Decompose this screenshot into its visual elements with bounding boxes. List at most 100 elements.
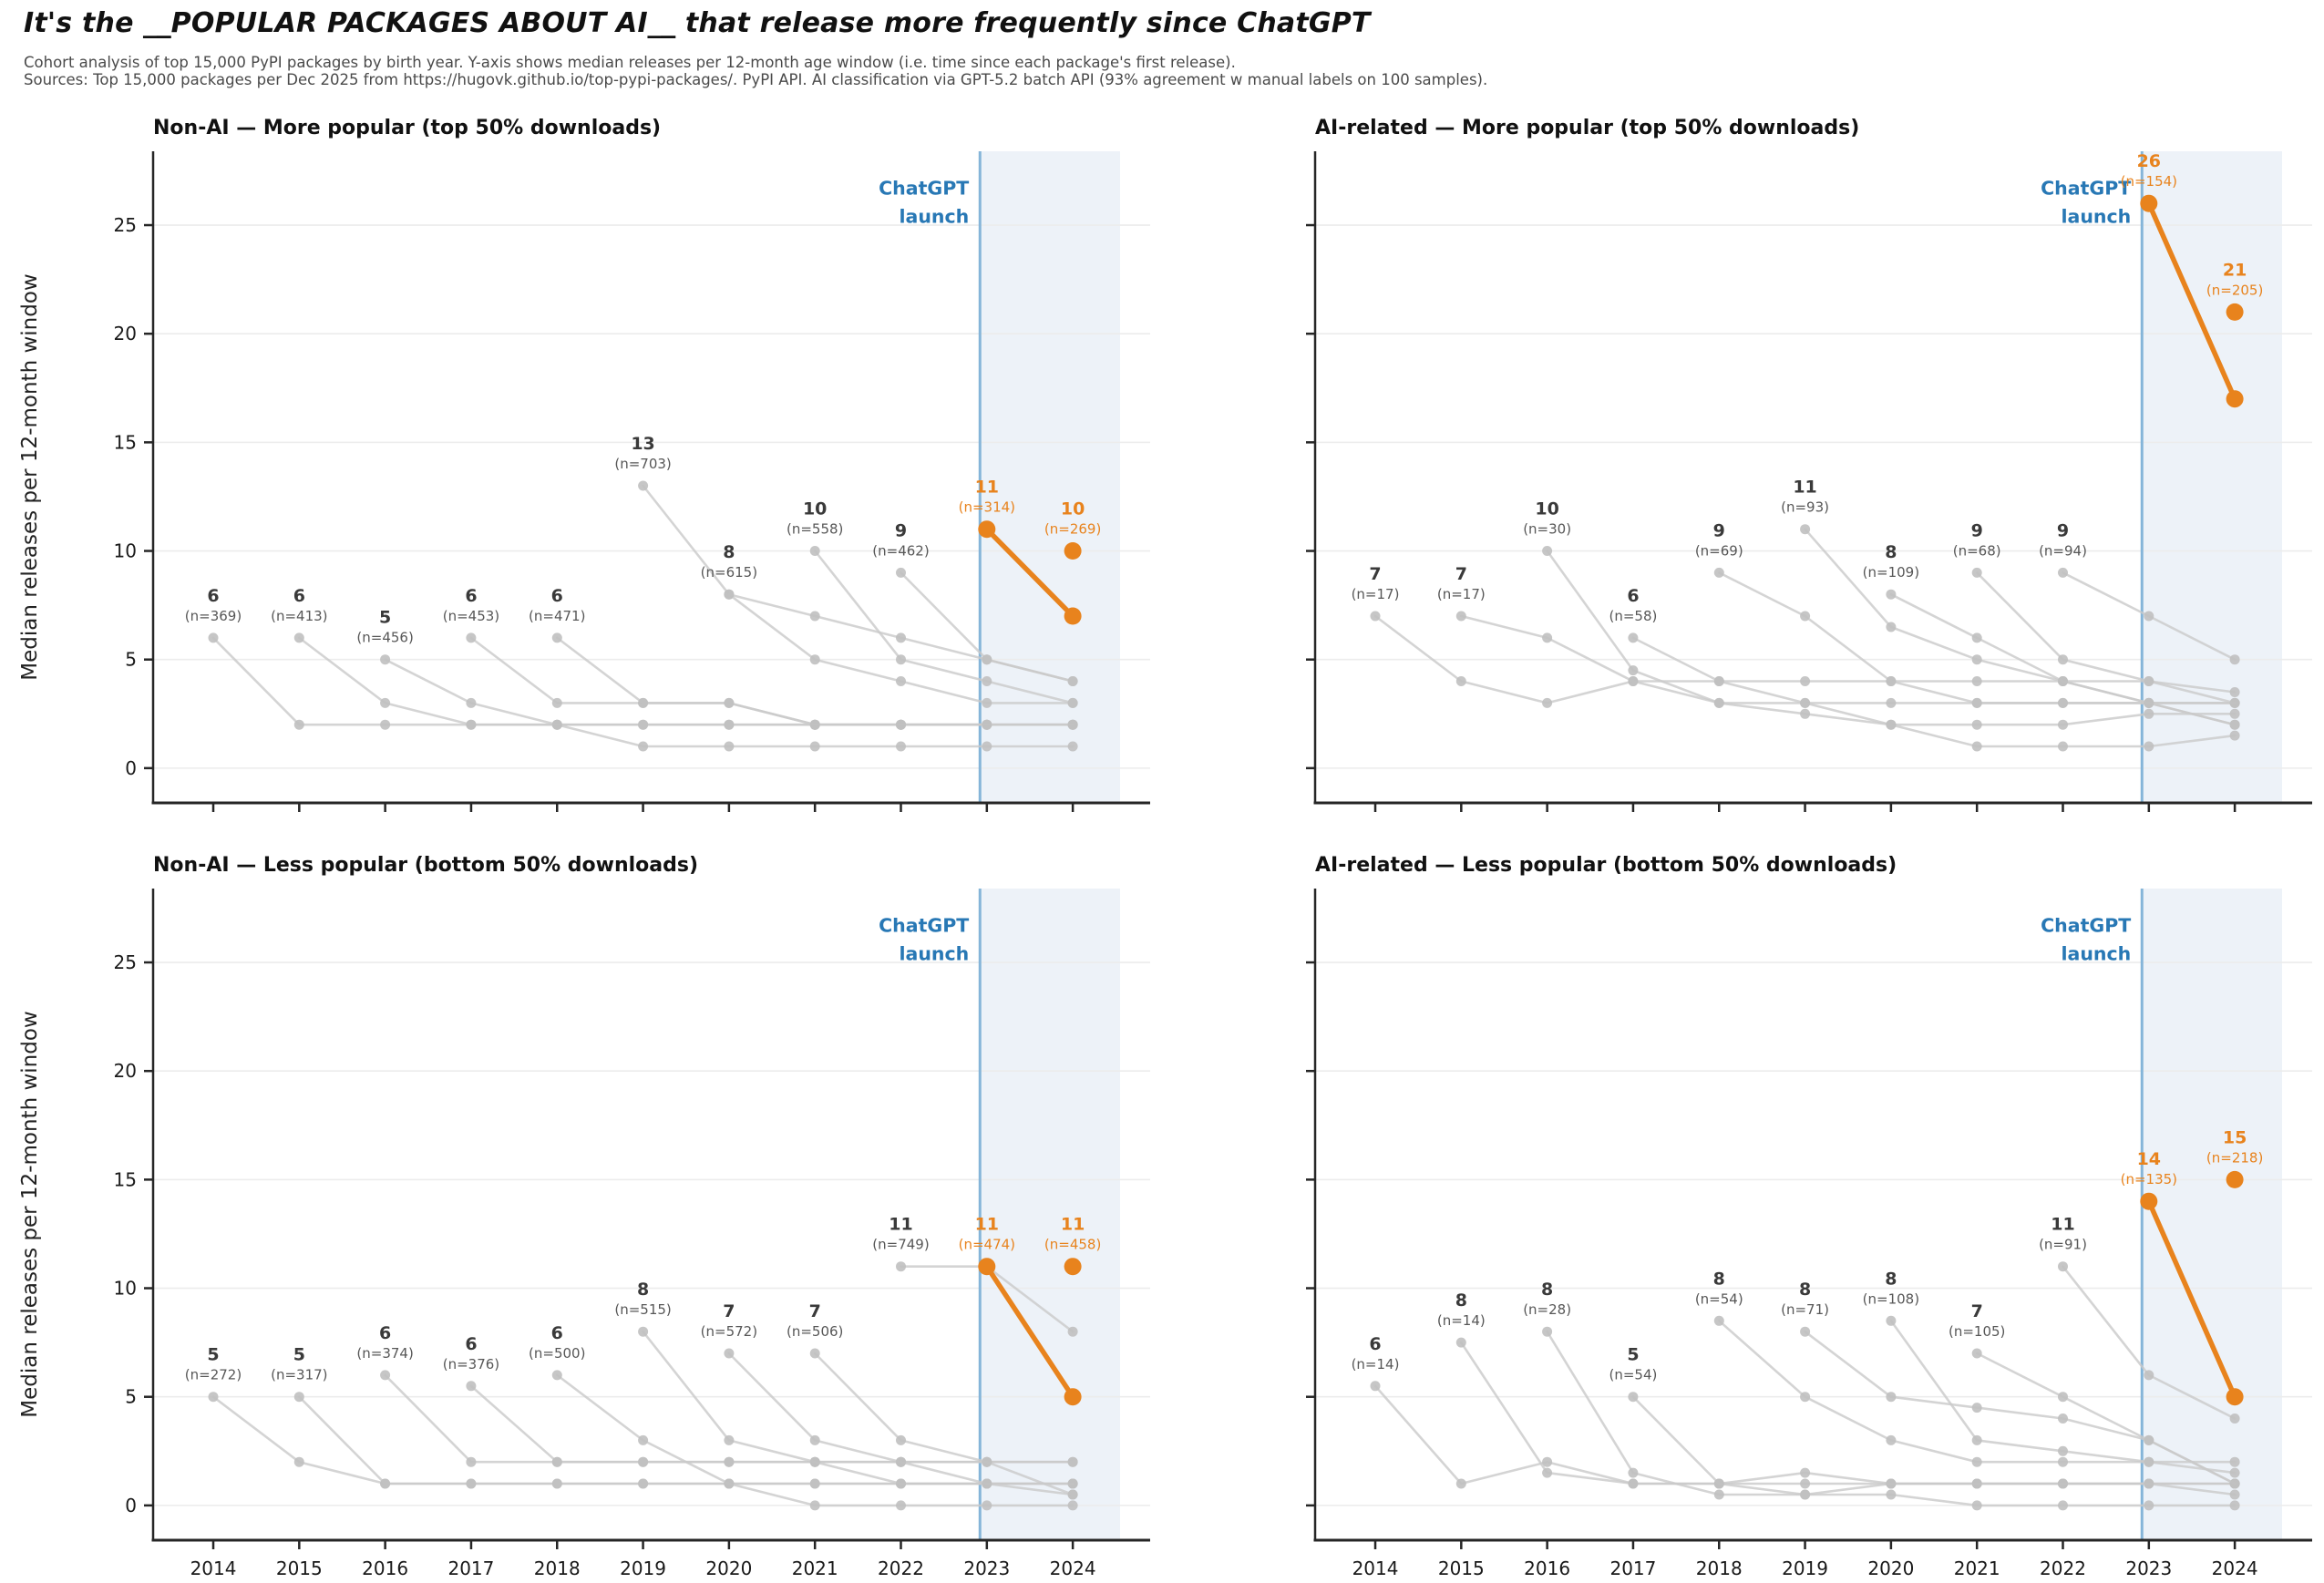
data-point-2020 xyxy=(1886,1315,1897,1326)
data-point-2018 xyxy=(809,719,820,730)
data-point-2021 xyxy=(809,1348,820,1359)
x-tick-label: 2017 xyxy=(447,1557,494,1579)
post-chatgpt-shaded-region xyxy=(980,151,1120,803)
data-point-2024 xyxy=(1064,1258,1082,1276)
cohort-n-label-2022: (n=749) xyxy=(872,1237,929,1253)
data-point-2014 xyxy=(293,719,304,730)
data-point-2017 xyxy=(466,1381,477,1392)
data-point-2021 xyxy=(2229,697,2240,708)
cohort-n-label-2014: (n=369) xyxy=(185,608,242,624)
cohort-value-label-2022: 11 xyxy=(2051,1215,2074,1235)
data-point-2017 xyxy=(1971,1500,1982,1511)
cohort-value-label-2021: 10 xyxy=(803,499,827,519)
data-point-2020 xyxy=(2144,1456,2154,1467)
cohort-value-label-2022: 9 xyxy=(895,520,907,540)
data-point-2022 xyxy=(1067,676,1078,686)
cohort-value-label-2015: 7 xyxy=(1455,564,1467,584)
cohort-n-label-2019: (n=515) xyxy=(614,1301,671,1318)
data-point-2014 xyxy=(638,741,649,752)
data-point-2019 xyxy=(1886,1392,1897,1403)
data-point-2022 xyxy=(2144,1370,2154,1381)
data-point-2017 xyxy=(2229,1500,2240,1511)
data-point-2014 xyxy=(896,741,906,752)
cohort-value-label-2024: 15 xyxy=(2223,1127,2247,1147)
data-point-2018 xyxy=(638,1434,649,1445)
data-point-2021 xyxy=(2144,1434,2154,1445)
panel-grid: ChatGPT launch 6 (n=369) 6 (n=413) 5 (n=456) 6 (n… xyxy=(0,108,2324,1582)
data-point-2020 xyxy=(2229,1467,2240,1478)
data-point-2017 xyxy=(1971,741,1982,752)
y-tick-label: 25 xyxy=(114,214,137,236)
x-tick-label: 2020 xyxy=(705,1557,752,1579)
data-point-2017 xyxy=(466,632,477,643)
cohort-line-2021 xyxy=(1975,571,2237,704)
y-tick-label: 0 xyxy=(125,757,137,779)
data-point-2016 xyxy=(380,654,391,665)
data-point-2023 xyxy=(1064,1388,1082,1406)
data-point-2019 xyxy=(896,676,906,686)
cohort-n-label-2019: (n=93) xyxy=(1781,499,1829,516)
data-point-2024 xyxy=(2226,1170,2244,1188)
data-point-2015 xyxy=(380,1478,391,1489)
x-tick-label: 2021 xyxy=(1954,1557,2000,1579)
panel-title-ai-less-popular: AI-related — Less popular (bottom 50% do… xyxy=(1315,854,1897,877)
data-point-2016 xyxy=(551,719,562,730)
data-point-2016 xyxy=(1628,1467,1639,1478)
cohort-value-label-2020: 8 xyxy=(723,542,735,562)
data-point-2018 xyxy=(1713,567,1724,578)
data-point-2017 xyxy=(2144,1500,2154,1511)
x-tick-label: 2018 xyxy=(534,1557,581,1579)
cohort-n-label-2016: (n=30) xyxy=(1523,521,1571,538)
cohort-n-label-2021: (n=558) xyxy=(787,521,843,538)
data-point-2022 xyxy=(2058,1261,2068,1272)
y-axis-label: Median releases per 12-month window xyxy=(18,1011,42,1417)
cohort-value-label-2018: 9 xyxy=(1713,520,1725,540)
cohort-line-2021 xyxy=(1975,1352,2237,1485)
x-tick-label: 2024 xyxy=(2212,1557,2258,1579)
cohort-value-label-2018: 6 xyxy=(551,586,563,606)
y-tick-label: 10 xyxy=(114,540,137,562)
data-point-2018 xyxy=(1971,1456,1982,1467)
data-point-2019 xyxy=(1800,1326,1811,1337)
page-title: It's the __POPULAR PACKAGES ABOUT AI__ t… xyxy=(24,7,1371,39)
cohort-value-label-2018: 8 xyxy=(1713,1269,1725,1289)
data-point-2014 xyxy=(1455,1478,1466,1489)
data-point-2016 xyxy=(1542,1326,1553,1337)
x-tick-label: 2018 xyxy=(1696,1557,1743,1579)
cohort-n-label-2021: (n=506) xyxy=(787,1323,843,1340)
data-point-2019 xyxy=(638,1326,649,1337)
data-point-2019 xyxy=(1800,524,1811,535)
cohort-n-label-2017: (n=376) xyxy=(443,1356,499,1372)
data-point-2017 xyxy=(1713,676,1724,686)
cohort-line-2016 xyxy=(384,1373,1075,1464)
data-point-2018 xyxy=(896,1500,906,1511)
data-point-2014 xyxy=(1067,741,1078,752)
cohort-n-label-2020: (n=108) xyxy=(1863,1290,1919,1307)
data-point-2014 xyxy=(1370,611,1381,622)
data-point-2021 xyxy=(1971,567,1982,578)
cohort-value-label-2017: 6 xyxy=(465,586,477,606)
x-tick-label: 2017 xyxy=(1609,1557,1656,1579)
data-point-2018 xyxy=(1886,1434,1897,1445)
data-point-2020 xyxy=(724,589,735,600)
data-point-2020 xyxy=(1067,1478,1078,1489)
data-point-2017 xyxy=(1713,1478,1724,1489)
data-point-2017 xyxy=(1886,1489,1897,1500)
data-point-2022 xyxy=(2144,611,2154,622)
data-point-2016 xyxy=(1628,665,1639,676)
cohort-line-2019 xyxy=(642,1330,1075,1496)
data-point-2015 xyxy=(1886,697,1897,708)
cohort-n-label-2014: (n=17) xyxy=(1352,586,1400,602)
chatgpt-launch-label: ChatGPT xyxy=(2041,915,2131,937)
cohort-value-label-2017: 5 xyxy=(1627,1345,1639,1365)
subtitle-line-1: Cohort analysis of top 15,000 PyPI packa… xyxy=(24,54,1236,71)
data-point-2015 xyxy=(466,719,477,730)
data-point-2018 xyxy=(1800,1392,1811,1403)
x-tick-label: 2019 xyxy=(620,1557,666,1579)
data-point-2018 xyxy=(1971,697,1982,708)
data-point-2015 xyxy=(293,632,304,643)
post-chatgpt-shaded-region xyxy=(2142,151,2282,803)
cohort-n-label-2017: (n=453) xyxy=(443,608,499,624)
cohort-n-label-2018: (n=54) xyxy=(1695,1290,1743,1307)
cohort-value-label-2020: 7 xyxy=(723,1301,735,1321)
